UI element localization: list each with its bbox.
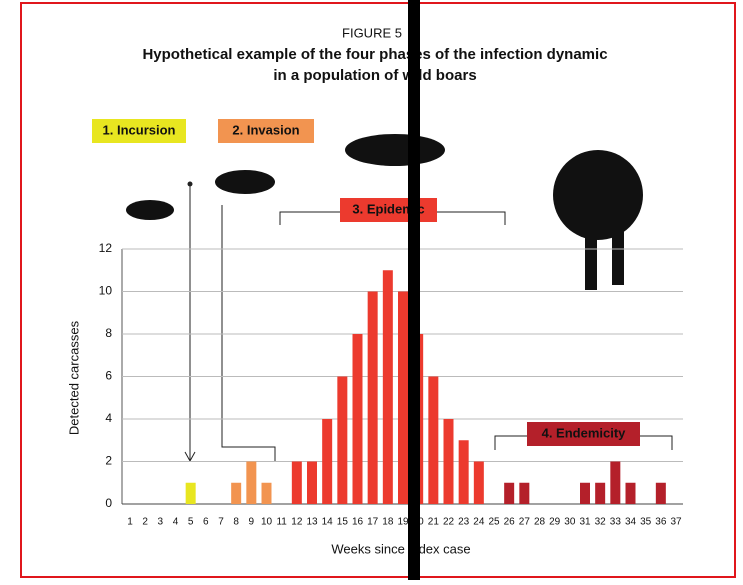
bar — [185, 482, 196, 504]
x-tick-label: 16 — [352, 517, 364, 528]
x-tick-label: 10 — [261, 517, 273, 528]
y-axis-label: Detected carcasses — [66, 320, 81, 435]
legend-label: 1. Incursion — [103, 122, 176, 137]
bar — [519, 482, 530, 504]
x-tick-label: 14 — [322, 517, 334, 528]
chart-title: Hypothetical example of the four phases … — [142, 46, 607, 63]
x-tick-label: 1 — [127, 517, 133, 528]
bar — [382, 270, 393, 504]
x-tick-label: 24 — [473, 517, 485, 528]
y-tick-label: 0 — [105, 496, 112, 510]
bar — [655, 482, 666, 504]
figure-label: FIGURE 5 — [342, 25, 402, 40]
arrow-start — [187, 181, 193, 187]
x-tick-label: 12 — [291, 517, 303, 528]
x-tick-label: 23 — [458, 517, 470, 528]
x-tick-label: 5 — [188, 517, 194, 528]
x-tick-label: 36 — [655, 517, 667, 528]
bar — [261, 482, 272, 504]
x-tick-label: 8 — [233, 517, 239, 528]
bar — [231, 482, 242, 504]
bar — [595, 482, 606, 504]
bar — [443, 419, 454, 504]
bar — [367, 291, 378, 504]
bar — [504, 482, 515, 504]
x-tick-label: 26 — [504, 517, 516, 528]
bar — [246, 461, 257, 504]
x-tick-label: 33 — [610, 517, 622, 528]
x-tick-label: 7 — [218, 517, 224, 528]
legend-swatch — [92, 119, 186, 143]
legend-label: 2. Invasion — [232, 122, 299, 137]
x-tick-label: 29 — [549, 517, 561, 528]
y-tick-label: 12 — [99, 241, 113, 255]
x-tick-label: 15 — [337, 517, 349, 528]
y-tick-label: 10 — [99, 284, 113, 298]
legend-swatch — [218, 119, 314, 143]
x-tick-label: 31 — [579, 517, 591, 528]
bar — [473, 461, 484, 504]
legend-label: 4. Endemicity — [542, 425, 627, 440]
x-tick-label: 34 — [625, 517, 637, 528]
x-tick-label: 30 — [564, 517, 576, 528]
legend-label: 3. Epidemic — [352, 201, 424, 216]
chart-title: in a population of wild boars — [273, 67, 476, 84]
x-tick-label: 9 — [249, 517, 255, 528]
x-tick-label: 4 — [173, 517, 179, 528]
x-tick-label: 28 — [534, 517, 546, 528]
bar — [625, 482, 636, 504]
x-tick-label: 37 — [670, 517, 682, 528]
x-tick-label: 21 — [428, 517, 440, 528]
x-tick-label: 32 — [595, 517, 607, 528]
x-tick-label: 3 — [158, 517, 164, 528]
annotation-lines — [184, 184, 673, 463]
bar — [307, 461, 317, 504]
x-tick-label: 13 — [306, 517, 318, 528]
bar — [610, 461, 621, 504]
legend-swatch — [527, 422, 640, 446]
x-tick-label: 19 — [397, 517, 409, 528]
y-tick-label: 6 — [105, 369, 112, 383]
x-tick-label: 2 — [142, 517, 148, 528]
x-axis-label: Weeks since index case — [331, 541, 470, 556]
y-tick-label: 8 — [105, 326, 112, 340]
legend-swatch — [340, 198, 437, 222]
x-tick-label: 25 — [488, 517, 500, 528]
frame — [20, 2, 736, 578]
x-tick-label: 35 — [640, 517, 652, 528]
x-tick-label: 22 — [443, 517, 455, 528]
bar — [580, 482, 590, 504]
bar — [322, 419, 333, 504]
x-tick-label: 18 — [382, 517, 394, 528]
occluding-bar — [408, 0, 420, 580]
x-tick-label: 17 — [367, 517, 379, 528]
y-tick-label: 4 — [105, 411, 112, 425]
bar — [291, 461, 302, 504]
bar — [428, 376, 439, 504]
x-tick-label: 27 — [519, 517, 531, 528]
bar — [352, 334, 363, 504]
bar — [337, 376, 348, 504]
bar — [398, 291, 408, 504]
y-tick-label: 2 — [105, 454, 112, 468]
x-tick-label: 11 — [276, 517, 287, 528]
x-tick-label: 6 — [203, 517, 209, 528]
bar — [458, 440, 469, 504]
